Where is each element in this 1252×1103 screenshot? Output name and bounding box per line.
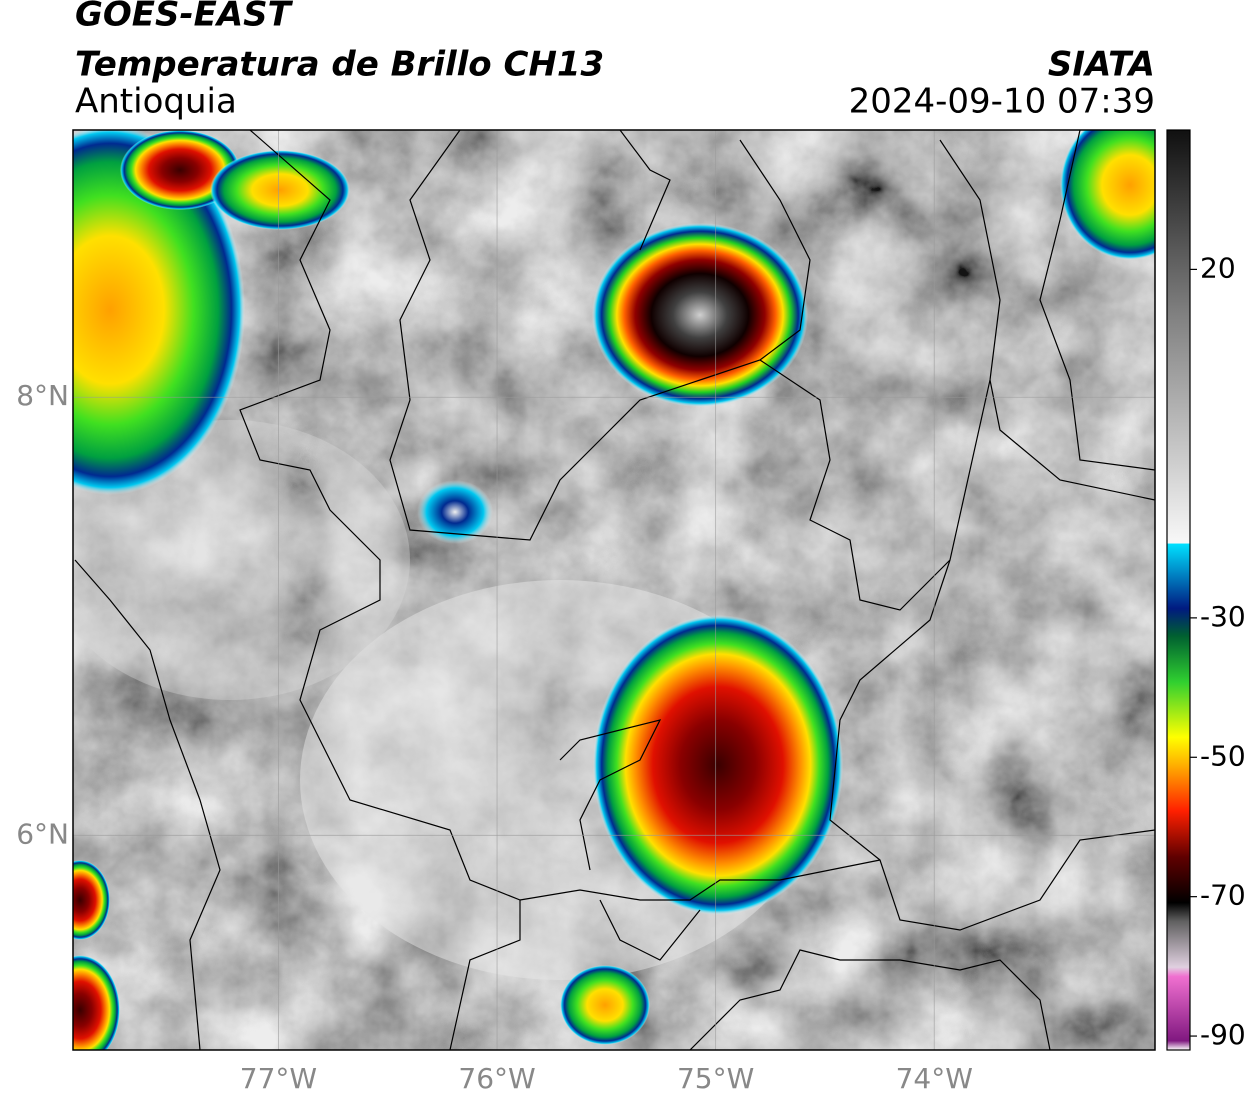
colorbar-tick-label: -50 xyxy=(1200,739,1246,772)
axis-ticks: 77°W 76°W 75°W 74°W 8°N 6°N xyxy=(16,379,973,1095)
colorbar-tick-label: -90 xyxy=(1200,1018,1246,1051)
map-frame xyxy=(72,129,1156,1051)
y-tick-label: 6°N xyxy=(16,817,69,850)
storm-cell xyxy=(210,150,350,230)
source-label: SIATA xyxy=(1048,45,1155,85)
colorbar-tick-label: -30 xyxy=(1200,600,1246,633)
storm-cell xyxy=(73,860,110,940)
datetime-label: 2024-09-10 07:39 xyxy=(849,82,1155,122)
colorbar-tick-label: 20 xyxy=(1200,251,1236,284)
borders xyxy=(74,130,1155,1050)
colorbar-tick-label: -70 xyxy=(1200,879,1246,912)
storm-cell xyxy=(1060,130,1155,260)
x-tick-label: 74°W xyxy=(896,1062,973,1095)
satellite-title: GOES-EAST xyxy=(75,0,294,35)
storm-cell xyxy=(73,130,245,495)
y-tick-label: 8°N xyxy=(16,379,69,412)
x-tick-label: 76°W xyxy=(458,1062,535,1095)
x-tick-label: 77°W xyxy=(240,1062,317,1095)
storm-cell xyxy=(593,615,843,915)
colorbar-ticks: 20 -30 -50 -70 -90 xyxy=(1190,251,1246,1051)
gridlines xyxy=(73,130,1155,1050)
x-tick-label: 75°W xyxy=(677,1062,754,1095)
product-title: Temperatura de Brillo CH13 xyxy=(75,45,604,85)
region-label: Antioquia xyxy=(75,82,237,122)
cloud-field xyxy=(73,420,410,700)
storm-cell xyxy=(560,965,650,1045)
satellite-map xyxy=(73,130,1155,1050)
storm-cell xyxy=(417,480,493,544)
storm-cell xyxy=(592,223,808,407)
colorbar xyxy=(1166,129,1191,1051)
storm-cell xyxy=(73,955,120,1050)
